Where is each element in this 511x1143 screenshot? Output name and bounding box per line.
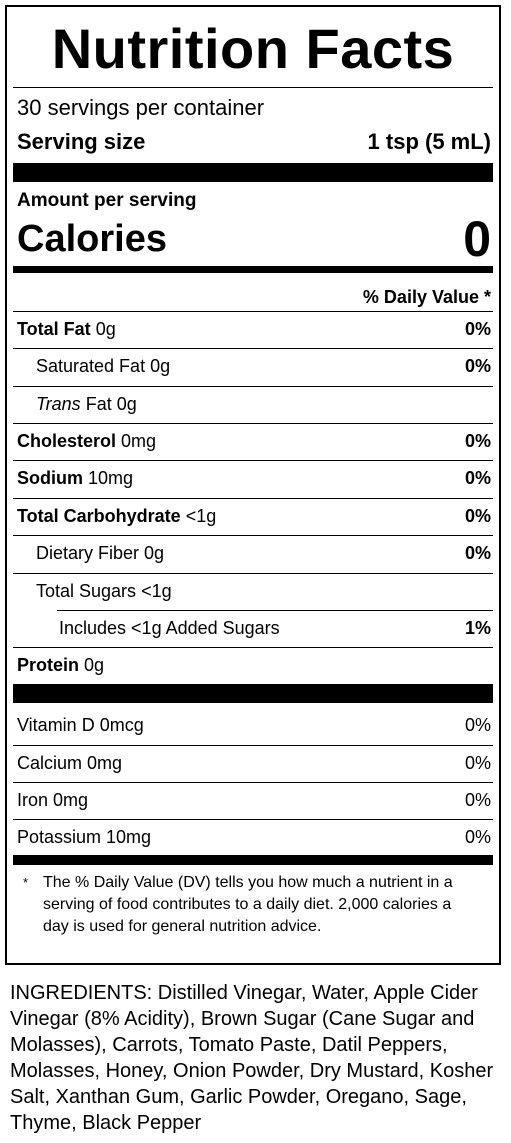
nutrient-dv: 0% xyxy=(464,506,491,526)
serving-size-value: 1 tsp (5 mL) xyxy=(367,129,491,154)
serving-size-label: Serving size xyxy=(17,129,146,154)
vitamin-name: Vitamin D 0mcg xyxy=(17,715,144,735)
amount-per-serving: Amount per serving xyxy=(17,190,197,211)
divider xyxy=(13,782,493,783)
divider xyxy=(13,423,493,424)
nutrient-amount: 0g xyxy=(84,655,105,675)
nutrient-name: Total Sugars xyxy=(36,581,137,601)
nutrient-name: Dietary Fiber xyxy=(36,543,140,563)
footnote-text: The % Daily Value (DV) tells you how muc… xyxy=(43,874,453,935)
nutrient-row-sodium: Sodium 10mg 0% xyxy=(13,461,493,495)
divider xyxy=(13,311,493,312)
ingredients-list: INGREDIENTS: Distilled Vinegar, Water, A… xyxy=(10,982,494,1134)
daily-value-header: % Daily Value * xyxy=(362,287,491,307)
divider xyxy=(13,573,493,574)
nutrient-dv: 1% xyxy=(464,618,491,638)
divider xyxy=(13,348,493,349)
calories-value: 0 xyxy=(463,211,491,267)
nutrient-amount: 10mg xyxy=(88,468,134,488)
nutrient-row-cholesterol: Cholesterol 0mg 0% xyxy=(13,424,493,458)
nutrient-dv: 0% xyxy=(464,431,491,451)
medium-divider xyxy=(13,266,493,273)
nutrient-name: Total Fat xyxy=(17,319,91,339)
bottom-thick-divider xyxy=(13,855,493,865)
vitamin-name: Potassium 10mg xyxy=(17,827,152,847)
daily-value-footnote: * The % Daily Value (DV) tells you how m… xyxy=(23,872,465,938)
vitamin-dv: 0% xyxy=(464,715,491,735)
calories-row: Calories 0 xyxy=(17,213,491,265)
label-title: Nutrition Facts xyxy=(51,17,455,80)
nutrient-amount: <1g xyxy=(185,506,217,526)
divider xyxy=(13,386,493,387)
vitamin-name: Calcium 0mg xyxy=(17,753,123,773)
divider xyxy=(13,498,493,499)
nutrient-amount: 0g xyxy=(95,319,116,339)
nutrient-row-total-fat: Total Fat 0g 0% xyxy=(13,312,493,346)
divider xyxy=(13,460,493,461)
nutrition-facts-label: Nutrition Facts 30 servings per containe… xyxy=(5,5,501,965)
vitamin-dv: 0% xyxy=(464,827,491,847)
thick-divider xyxy=(13,163,493,182)
nutrient-dv: 0% xyxy=(464,319,491,339)
nutrient-name: Cholesterol xyxy=(17,431,117,451)
divider xyxy=(13,535,493,536)
nutrient-name: Includes <1g Added Sugars xyxy=(59,618,280,638)
nutrient-name: Protein xyxy=(17,655,80,675)
nutrient-name: Sodium xyxy=(17,468,83,488)
nutrient-row-total-carbohydrate: Total Carbohydrate <1g 0% xyxy=(13,499,493,533)
vitamin-row-vitamin-d: Vitamin D 0mcg 0% xyxy=(13,708,493,742)
divider xyxy=(13,819,493,820)
nutrient-row-saturated-fat: Saturated Fat 0g 0% xyxy=(13,349,493,383)
nutrient-row-protein: Protein 0g xyxy=(13,648,493,682)
nutrient-row-total-sugars: Total Sugars <1g xyxy=(13,574,493,608)
nutrient-name: Trans xyxy=(36,394,81,414)
vitamin-row-potassium: Potassium 10mg 0% xyxy=(13,820,493,854)
nutrient-amount: Fat 0g xyxy=(85,394,137,414)
nutrient-dv: 0% xyxy=(464,356,491,376)
vitamin-dv: 0% xyxy=(464,790,491,810)
nutrient-amount: 0mg xyxy=(121,431,157,451)
footnote-asterisk: * xyxy=(23,875,29,890)
nutrient-amount: 0g xyxy=(144,543,165,563)
calories-label: Calories xyxy=(17,218,167,260)
nutrient-amount: <1g xyxy=(141,581,172,601)
nutrient-dv: 0% xyxy=(464,543,491,563)
nutrient-row-dietary-fiber: Dietary Fiber 0g 0% xyxy=(13,536,493,570)
vitamin-name: Iron 0mg xyxy=(17,790,89,810)
thick-divider xyxy=(13,684,493,703)
nutrient-name: Saturated Fat xyxy=(36,356,146,376)
nutrient-row-added-sugars: Includes <1g Added Sugars 1% xyxy=(13,611,493,645)
vitamin-dv: 0% xyxy=(464,753,491,773)
indented-divider xyxy=(57,610,493,611)
servings-per-container: 30 servings per container xyxy=(17,95,265,120)
vitamin-row-iron: Iron 0mg 0% xyxy=(13,783,493,817)
serving-size-row: Serving size 1 tsp (5 mL) xyxy=(17,127,491,157)
nutrient-dv: 0% xyxy=(464,468,491,488)
divider xyxy=(13,745,493,746)
vitamin-row-calcium: Calcium 0mg 0% xyxy=(13,746,493,780)
divider xyxy=(13,87,493,88)
divider xyxy=(13,647,493,648)
nutrient-name: Total Carbohydrate xyxy=(17,506,181,526)
nutrient-row-trans-fat: Trans Fat 0g xyxy=(13,387,493,421)
nutrient-amount: 0g xyxy=(150,356,171,376)
